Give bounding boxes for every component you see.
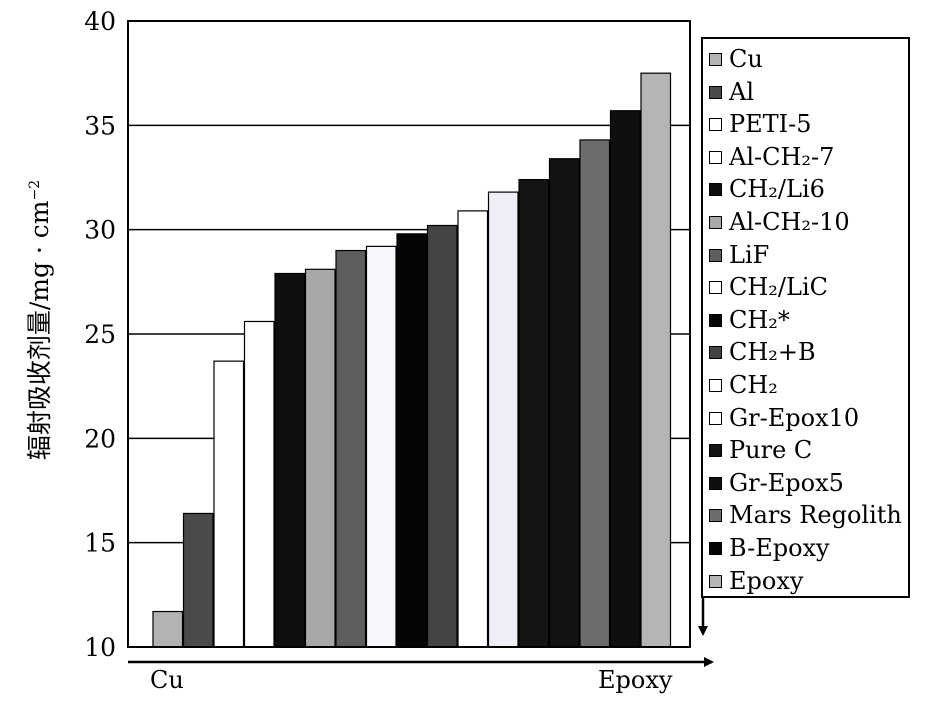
legend-item: CH₂ <box>703 369 908 402</box>
y-tick-label: 35 <box>84 111 116 140</box>
legend-label: Pure C <box>729 436 813 465</box>
legend-swatch <box>709 574 722 588</box>
legend-item: Gr-Epox5 <box>703 467 908 500</box>
bar-gr-epox5 <box>548 158 580 648</box>
y-axis-label: 辐射吸收剂量/mg · cm−2 <box>25 179 55 461</box>
legend-swatch <box>709 509 722 523</box>
y-tick-label: 25 <box>84 320 116 349</box>
legend-label: Cu <box>729 45 763 73</box>
legend-label: CH₂/Li6 <box>729 175 825 204</box>
bar-ch2-li6 <box>274 272 306 648</box>
bar-ch2- <box>396 233 428 648</box>
bar-epoxy <box>640 72 672 648</box>
bar-ch2-lic <box>365 245 397 648</box>
bar-al-ch2-7 <box>243 320 275 648</box>
legend-item: Al-CH₂-10 <box>703 206 908 239</box>
plot-frame <box>127 20 691 648</box>
legend-label: B-Epoxy <box>729 533 830 562</box>
y-tick-label: 10 <box>84 633 116 662</box>
legend-label: Al-CH₂-7 <box>729 142 835 171</box>
legend-swatch <box>709 313 722 327</box>
bar-gr-epox10 <box>487 191 519 648</box>
legend-item: PETI-5 <box>703 108 908 141</box>
legend-item: Al <box>703 76 908 109</box>
legend-item: Al-CH₂-7 <box>703 141 908 174</box>
legend-item: Gr-Epox10 <box>703 402 908 435</box>
legend-item: Pure C <box>703 434 908 467</box>
legend-swatch <box>709 346 722 360</box>
bar-ch2 <box>457 210 489 648</box>
bar-ch2-b <box>426 224 458 648</box>
legend-item: Cu <box>703 43 908 76</box>
bar-cu <box>152 610 184 648</box>
legend-label: Epoxy <box>729 566 804 595</box>
bar-pure-c <box>518 178 550 648</box>
legend: Cu Al PETI-5 Al-CH₂-7 CH₂/Li6 Al-CH₂-10 LiF CH₂… <box>701 37 910 598</box>
legend-swatch <box>709 85 722 99</box>
x-end-label: Epoxy <box>598 666 673 694</box>
legend-label: Mars Regolith <box>729 501 902 530</box>
legend-item: Mars Regolith <box>703 499 908 532</box>
legend-label: CH₂* <box>729 305 790 334</box>
legend-item: CH₂* <box>703 304 908 337</box>
legend-label: Gr-Epox10 <box>729 403 860 432</box>
y-tick-label: 30 <box>84 216 116 245</box>
legend-swatch <box>709 378 722 392</box>
legend-swatch <box>709 118 722 132</box>
legend-item: B-Epoxy <box>703 532 908 565</box>
legend-swatch <box>709 183 722 197</box>
legend-item: CH₂+B <box>703 336 908 369</box>
legend-label: CH₂ <box>729 370 778 399</box>
legend-item: CH₂/LiC <box>703 271 908 304</box>
legend-swatch <box>709 150 722 164</box>
legend-label: Gr-Epox5 <box>729 468 844 497</box>
bar-lif <box>335 249 367 648</box>
legend-label: PETI-5 <box>729 110 812 139</box>
legend-label: LiF <box>729 240 770 269</box>
legend-item: Epoxy <box>703 565 908 598</box>
legend-swatch <box>709 444 722 458</box>
legend-swatch <box>709 281 722 295</box>
legend-swatch <box>709 476 722 490</box>
legend-label: CH₂/LiC <box>729 273 828 302</box>
y-tick-label: 20 <box>84 424 116 453</box>
legend-swatch <box>709 411 722 425</box>
legend-swatch <box>709 541 722 555</box>
y-tick-labels: 10 15 20 25 30 35 40 <box>84 7 116 662</box>
legend-label: Al-CH₂-10 <box>729 207 850 236</box>
bar-b-epoxy <box>609 110 641 648</box>
x-start-label: Cu <box>150 666 184 694</box>
y-tick-label: 40 <box>84 7 116 36</box>
legend-item: LiF <box>703 239 908 272</box>
y-tick-label: 15 <box>84 529 116 558</box>
bar-peti-5 <box>213 360 245 648</box>
legend-swatch <box>709 215 722 229</box>
bar-mars-regolith <box>579 139 611 648</box>
bar-al <box>182 512 214 648</box>
legend-label: CH₂+B <box>729 338 816 367</box>
legend-label: Al <box>729 77 755 106</box>
bar-al-ch2-10 <box>304 268 336 648</box>
legend-swatch <box>709 53 722 66</box>
bars <box>152 72 672 648</box>
legend-swatch <box>709 248 722 262</box>
legend-item: CH₂/Li6 <box>703 173 908 206</box>
